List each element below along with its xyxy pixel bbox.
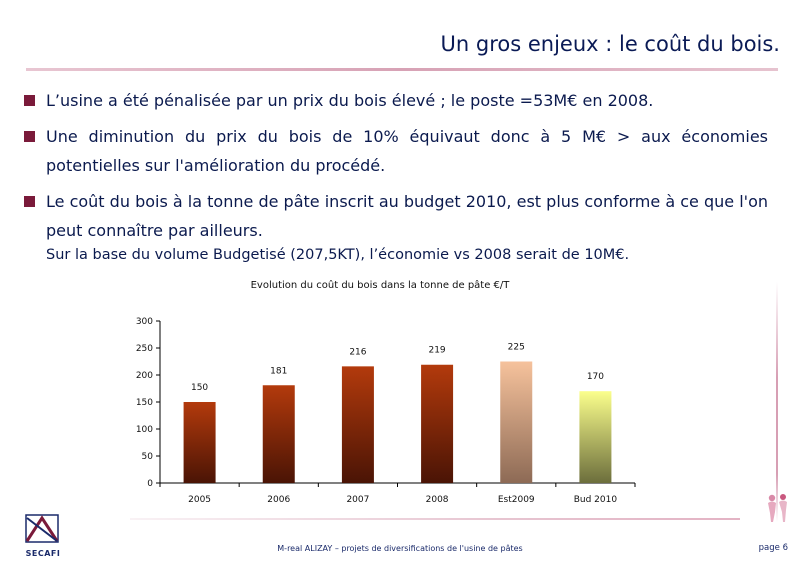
page-number: page 6 bbox=[758, 543, 788, 553]
bullet-item: Le coût du bois à la tonne de pâte inscr… bbox=[24, 187, 768, 245]
y-tick-label: 0 bbox=[147, 479, 153, 489]
bar bbox=[579, 391, 612, 483]
data-label: 219 bbox=[428, 346, 445, 356]
x-tick-label: 2006 bbox=[267, 495, 290, 505]
right-decorative-line bbox=[776, 282, 778, 522]
bullet-text: Le coût du bois à la tonne de pâte inscr… bbox=[46, 192, 768, 240]
data-label: 150 bbox=[191, 383, 208, 393]
y-tick-label: 250 bbox=[136, 344, 153, 354]
x-tick-label: 2005 bbox=[188, 495, 211, 505]
x-tick-label: Est2009 bbox=[498, 495, 535, 505]
bullet-list: L’usine a été pénalisée par un prix du b… bbox=[24, 86, 768, 252]
x-tick-label: 2008 bbox=[426, 495, 449, 505]
bar bbox=[262, 385, 295, 483]
data-label: 225 bbox=[508, 343, 525, 353]
bar bbox=[500, 361, 533, 483]
x-tick-label: 2007 bbox=[346, 495, 369, 505]
bullet-square-icon bbox=[24, 196, 35, 207]
y-tick-label: 100 bbox=[136, 425, 153, 435]
y-tick-label: 300 bbox=[136, 317, 153, 327]
y-tick-label: 200 bbox=[136, 371, 153, 381]
slide-title: Un gros enjeux : le coût du bois. bbox=[440, 32, 780, 56]
data-label: 181 bbox=[270, 366, 287, 376]
x-tick-label: Bud 2010 bbox=[574, 495, 618, 505]
bullet-item: L’usine a été pénalisée par un prix du b… bbox=[24, 86, 768, 115]
people-illustration-icon bbox=[768, 494, 787, 522]
y-tick-label: 150 bbox=[136, 398, 153, 408]
bullet-square-icon bbox=[24, 95, 35, 106]
bullet-text: L’usine a été pénalisée par un prix du b… bbox=[46, 91, 654, 110]
chart-title: Evolution du coût du bois dans la tonne … bbox=[250, 280, 510, 291]
budget-note: Sur la base du volume Budgetisé (207,5KT… bbox=[46, 247, 630, 263]
footer-text: M-real ALIZAY – projets de diversificati… bbox=[277, 544, 523, 553]
secafi-logo: SECAFI bbox=[22, 514, 64, 558]
secafi-logo-icon bbox=[25, 514, 59, 543]
bar bbox=[341, 366, 374, 483]
logo-text: SECAFI bbox=[25, 549, 61, 558]
bullet-square-icon bbox=[24, 131, 35, 142]
data-label: 216 bbox=[349, 347, 366, 357]
data-label: 170 bbox=[587, 372, 604, 382]
bar bbox=[183, 402, 216, 483]
bullet-text: Une diminution du prix du bois de 10% éq… bbox=[46, 127, 768, 175]
bar bbox=[421, 364, 454, 483]
bar-chart: 0 50 100 150 200 250 300 150 2005 181 2006 216 2007 2… bbox=[136, 317, 636, 505]
title-divider bbox=[26, 68, 778, 71]
y-tick-label: 50 bbox=[142, 452, 154, 462]
bottom-decorative-line bbox=[130, 518, 740, 520]
bullet-item: Une diminution du prix du bois de 10% éq… bbox=[24, 122, 768, 180]
